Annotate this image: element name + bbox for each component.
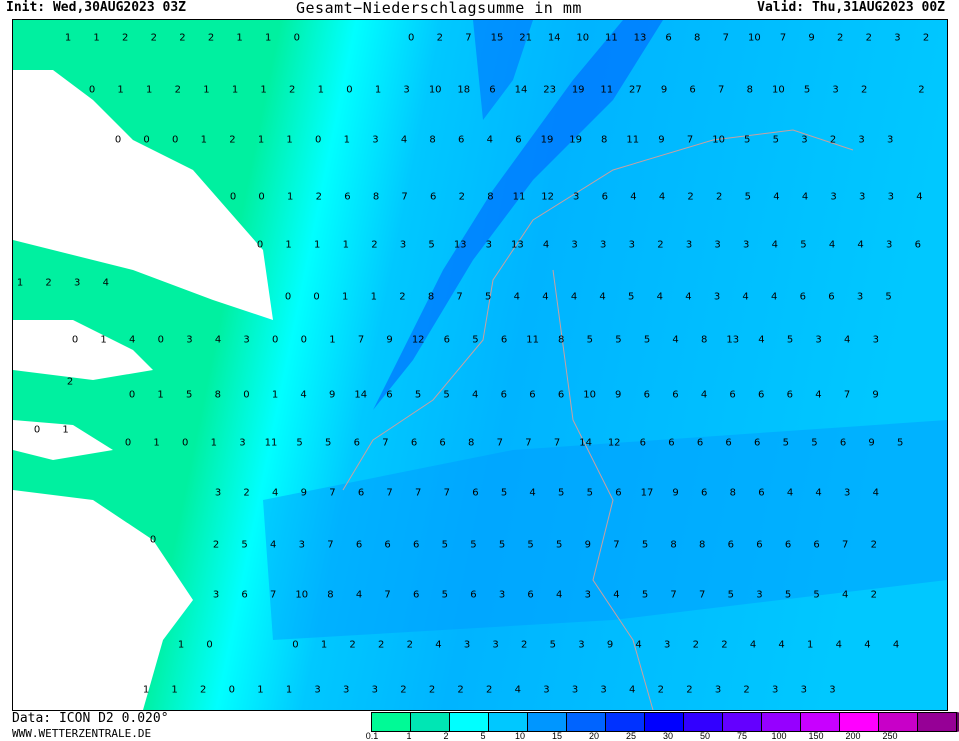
legend-swatch — [800, 712, 840, 732]
legend-tick: 100 — [771, 731, 787, 741]
legend-swatch — [371, 712, 411, 732]
map-background — [13, 20, 947, 710]
legend-swatch — [449, 712, 489, 732]
legend-swatch — [839, 712, 879, 732]
legend-tick: 50 — [699, 731, 711, 741]
land-uk-north — [13, 70, 273, 320]
legend-swatch — [917, 712, 957, 732]
land-sliver — [13, 420, 113, 460]
rain-band-core — [473, 20, 533, 120]
legend-tick: 10 — [514, 731, 526, 741]
land-france — [13, 490, 193, 710]
init-time: Init: Wed,30AUG2023 03Z — [6, 0, 187, 15]
rain-band-deep — [373, 20, 663, 410]
legend-tick: 250 — [882, 731, 898, 741]
legend-swatch — [410, 712, 450, 732]
valid-time: Valid: Thu,31AUG2023 00Z — [757, 0, 945, 15]
legend-tick: 20 — [588, 731, 600, 741]
legend-swatch — [683, 712, 723, 732]
legend-tick: 25 — [625, 731, 637, 741]
legend-tick: 75 — [736, 731, 748, 741]
legend-swatch — [722, 712, 762, 732]
precipitation-map — [12, 19, 948, 711]
legend-swatch — [488, 712, 528, 732]
legend-tick: 1 — [406, 731, 412, 741]
legend-tick: 5 — [480, 731, 486, 741]
color-legend — [371, 712, 959, 732]
coastline — [342, 129, 854, 491]
map-title: Gesamt−Niederschlagsumme in mm — [296, 0, 582, 17]
legend-swatch — [878, 712, 918, 732]
legend-tick: 150 — [808, 731, 824, 741]
website[interactable]: WWW.WETTERZENTRALE.DE — [12, 727, 152, 740]
borders — [552, 269, 654, 710]
legend-tick: 0.1 — [365, 731, 379, 741]
legend-tick: 15 — [551, 731, 563, 741]
legend-tick: 2 — [443, 731, 449, 741]
legend-swatch — [527, 712, 567, 732]
legend-swatch — [566, 712, 606, 732]
data-source: Data: ICON D2 0.020° — [12, 711, 169, 726]
legend-tick: 200 — [845, 731, 861, 741]
legend-arrow — [957, 712, 959, 732]
legend-swatch — [605, 712, 645, 732]
legend-swatch — [761, 712, 801, 732]
legend-swatch — [644, 712, 684, 732]
land-uk-mid — [13, 320, 153, 380]
legend-tick: 30 — [662, 731, 674, 741]
